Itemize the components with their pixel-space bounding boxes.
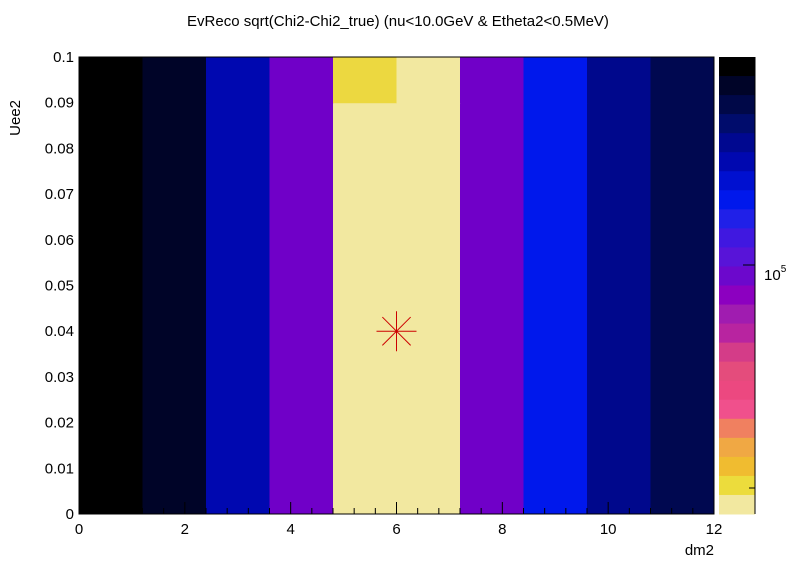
colorbar-segment — [719, 152, 755, 172]
heatmap-cell — [523, 102, 588, 515]
colorbar-segment — [719, 76, 755, 96]
heatmap-cell — [396, 102, 461, 515]
colorbar-segment — [719, 171, 755, 191]
x-axis-ticks: 0 2 4 6 8 10 12 — [75, 502, 723, 538]
x-tick-label: 8 — [498, 521, 506, 538]
x-tick-label: 12 — [706, 521, 723, 538]
y-axis-label: Uee2 — [7, 100, 24, 136]
chart-title: EvReco sqrt(Chi2-Chi2_true) (nu<10.0GeV … — [187, 13, 609, 30]
y-tick-label: 0.08 — [45, 140, 74, 157]
colorbar-segment — [719, 209, 755, 229]
x-axis-label: dm2 — [685, 542, 714, 559]
heatmap-cell — [460, 57, 524, 104]
y-tick-label: 0.07 — [45, 186, 74, 203]
y-axis-ticks: 0 0.01 0.02 0.03 0.04 0.05 0.06 0.07 0.08 0.09 0.1 — [45, 49, 91, 523]
colorbar-segment — [719, 114, 755, 134]
colorbar-segment — [719, 475, 755, 496]
heatmap-cell — [587, 57, 651, 104]
heatmap-cell — [269, 102, 334, 515]
x-tick-label: 4 — [286, 521, 294, 538]
y-tick-label: 0.01 — [45, 460, 74, 477]
x-tick-label: 6 — [392, 521, 400, 538]
colorbar-segment — [719, 456, 755, 477]
marker-stroke — [382, 316, 411, 346]
colorbar-segment — [719, 361, 755, 382]
colorbar-segment — [719, 57, 755, 77]
colorbar-segment — [719, 190, 755, 210]
colorbar-segment — [719, 342, 755, 363]
y-tick-label: 0.06 — [45, 232, 74, 249]
heatmap-cell — [206, 57, 270, 104]
x-tick-label: 10 — [600, 521, 617, 538]
colorbar-scale-base: 10 — [764, 267, 781, 284]
heatmap-cell — [206, 102, 270, 515]
colorbar-segment — [719, 247, 755, 267]
colorbar-segment — [719, 418, 755, 439]
y-tick-label: 0 — [66, 506, 74, 523]
colorbar — [719, 57, 756, 515]
colorbar-segment — [719, 133, 755, 153]
colorbar-scale-label: 105 — [764, 264, 787, 284]
heatmap-cell — [79, 102, 143, 515]
x-tick-label: 2 — [181, 521, 189, 538]
y-tick-label: 0.02 — [45, 415, 74, 432]
colorbar-segment — [719, 437, 755, 458]
colorbar-segment — [719, 399, 755, 420]
heatmap-cell — [142, 57, 207, 104]
heatmap-cell — [460, 102, 524, 515]
x-tick-label: 0 — [75, 521, 83, 538]
colorbar-segment — [719, 380, 755, 401]
colorbar-segment — [719, 285, 755, 306]
y-tick-label: 0.05 — [45, 278, 74, 295]
y-tick-label: 0.04 — [45, 323, 74, 340]
colorbar-segment — [719, 323, 755, 344]
heatmap-cell — [79, 57, 143, 104]
y-tick-label: 0.09 — [45, 95, 74, 112]
heatmap-cell — [587, 102, 651, 515]
heatmap-cell — [396, 57, 461, 104]
best-fit-marker — [376, 311, 417, 352]
heatmap-cell — [142, 102, 207, 515]
y-tick-label: 0.03 — [45, 369, 74, 386]
heatmap-cell — [523, 57, 588, 104]
heatmap-cell — [650, 57, 715, 104]
colorbar-segment — [719, 494, 755, 515]
heatmap-cells — [79, 57, 715, 515]
heatmap-cell — [650, 102, 715, 515]
colorbar-segment — [719, 228, 755, 248]
y-tick-label: 0.1 — [53, 49, 74, 66]
colorbar-segment — [719, 266, 755, 286]
heatmap-cell — [333, 57, 397, 104]
colorbar-scale-exponent: 5 — [781, 264, 787, 275]
heatmap-cell — [269, 57, 334, 104]
colorbar-segment — [719, 95, 755, 115]
colorbar-segment — [719, 304, 755, 325]
heatmap-cell — [333, 102, 397, 515]
